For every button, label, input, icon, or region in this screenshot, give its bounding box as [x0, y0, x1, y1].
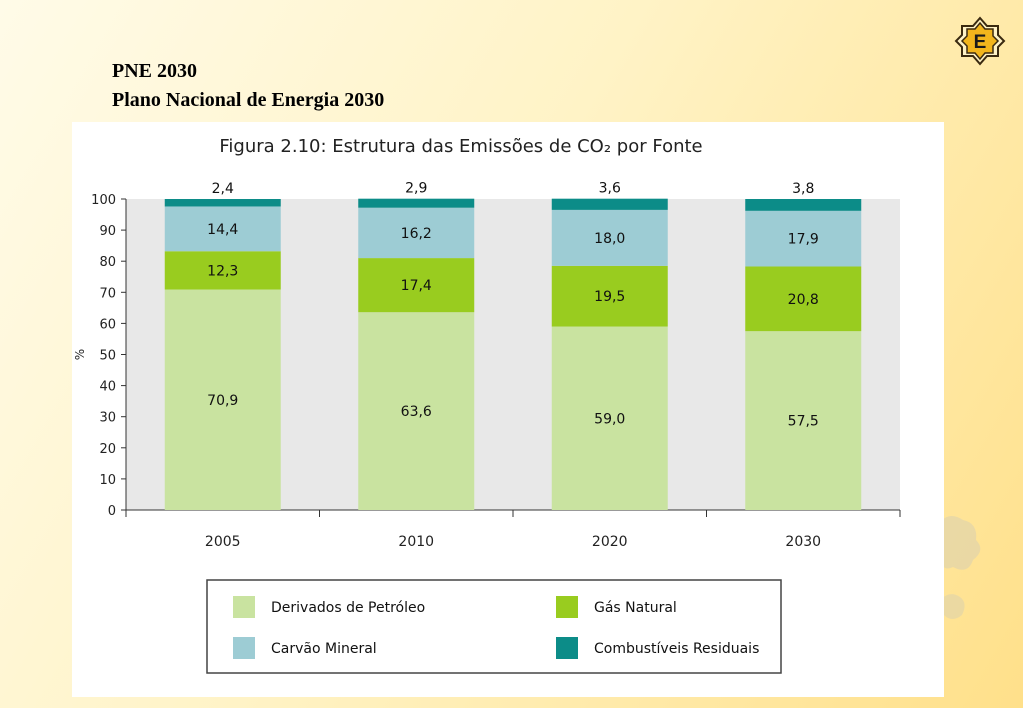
y-tick-label: 80: [99, 255, 116, 270]
legend-label: Gás Natural: [594, 600, 677, 616]
y-tick-label: 40: [99, 380, 116, 395]
data-label: 57,5: [788, 414, 819, 430]
slide-title-line2: Plano Nacional de Energia 2030: [112, 89, 385, 111]
chart-panel: Figura 2.10: Estrutura das Emissões de C…: [72, 122, 944, 697]
y-tick-label: 30: [99, 411, 116, 426]
data-label: 12,3: [207, 263, 238, 279]
bar-segment: [358, 258, 475, 313]
data-label: 2,4: [212, 181, 234, 197]
x-tick-label: 2005: [205, 534, 241, 550]
stacked-bar-chart: Figura 2.10: Estrutura das Emissões de C…: [73, 136, 901, 674]
y-tick-label: 90: [99, 224, 116, 239]
y-tick-label: 50: [99, 349, 116, 364]
bar-segment: [551, 265, 668, 327]
data-label: 70,9: [207, 393, 238, 409]
x-tick-label: 2030: [785, 534, 821, 550]
data-label: 18,0: [594, 231, 625, 247]
bar-segment: [358, 207, 475, 259]
bar-segment: [164, 251, 281, 290]
y-tick-label: 70: [99, 286, 116, 301]
data-label: 3,6: [599, 181, 621, 197]
legend-swatch: [233, 637, 255, 659]
energy-star-logo-icon: E: [954, 16, 1006, 66]
slide-title-line1: PNE 2030: [112, 60, 197, 82]
bar-segment: [745, 266, 862, 332]
bar-segment: [164, 199, 281, 207]
data-label: 16,2: [401, 226, 432, 242]
data-label: 17,9: [788, 232, 819, 248]
bar-segment: [745, 210, 862, 267]
data-label: 20,8: [788, 292, 819, 308]
map-decoration-icon: [934, 516, 981, 619]
legend-swatch: [233, 596, 255, 618]
bar-segment: [551, 198, 668, 210]
bar-segment: [745, 199, 862, 211]
y-tick-label: 60: [99, 317, 116, 332]
x-tick-label: 2010: [398, 534, 434, 550]
bar-segment: [745, 331, 862, 510]
bar-segment: [358, 198, 475, 208]
data-label: 14,4: [207, 222, 238, 238]
y-tick-label: 20: [99, 442, 116, 457]
legend-label: Combustíveis Residuais: [594, 641, 759, 657]
bar-segment: [164, 289, 281, 510]
y-tick-label: 100: [91, 193, 116, 208]
legend-label: Carvão Mineral: [271, 641, 377, 657]
data-label: 17,4: [401, 278, 432, 294]
y-axis-label: %: [73, 349, 87, 360]
data-label: 59,0: [594, 411, 625, 427]
svg-text:E: E: [974, 32, 987, 53]
data-label: 3,8: [792, 181, 814, 197]
data-label: 19,5: [594, 289, 625, 305]
legend-frame: [206, 579, 782, 674]
data-label: 63,6: [401, 404, 432, 420]
x-tick-label: 2020: [592, 534, 628, 550]
chart-title: Figura 2.10: Estrutura das Emissões de C…: [219, 136, 702, 157]
bar-segment: [551, 326, 668, 510]
slide-title: PNE 2030 Plano Nacional de Energia 2030: [112, 57, 384, 115]
y-tick-label: 0: [108, 504, 116, 519]
legend-swatch: [556, 637, 578, 659]
bar-segment: [164, 206, 281, 252]
bar-segment: [358, 312, 475, 510]
legend-label: Derivados de Petróleo: [271, 600, 425, 616]
data-label: 2,9: [405, 181, 427, 197]
bar-segment: [551, 209, 668, 266]
y-tick-label: 10: [99, 473, 116, 488]
legend-swatch: [556, 596, 578, 618]
